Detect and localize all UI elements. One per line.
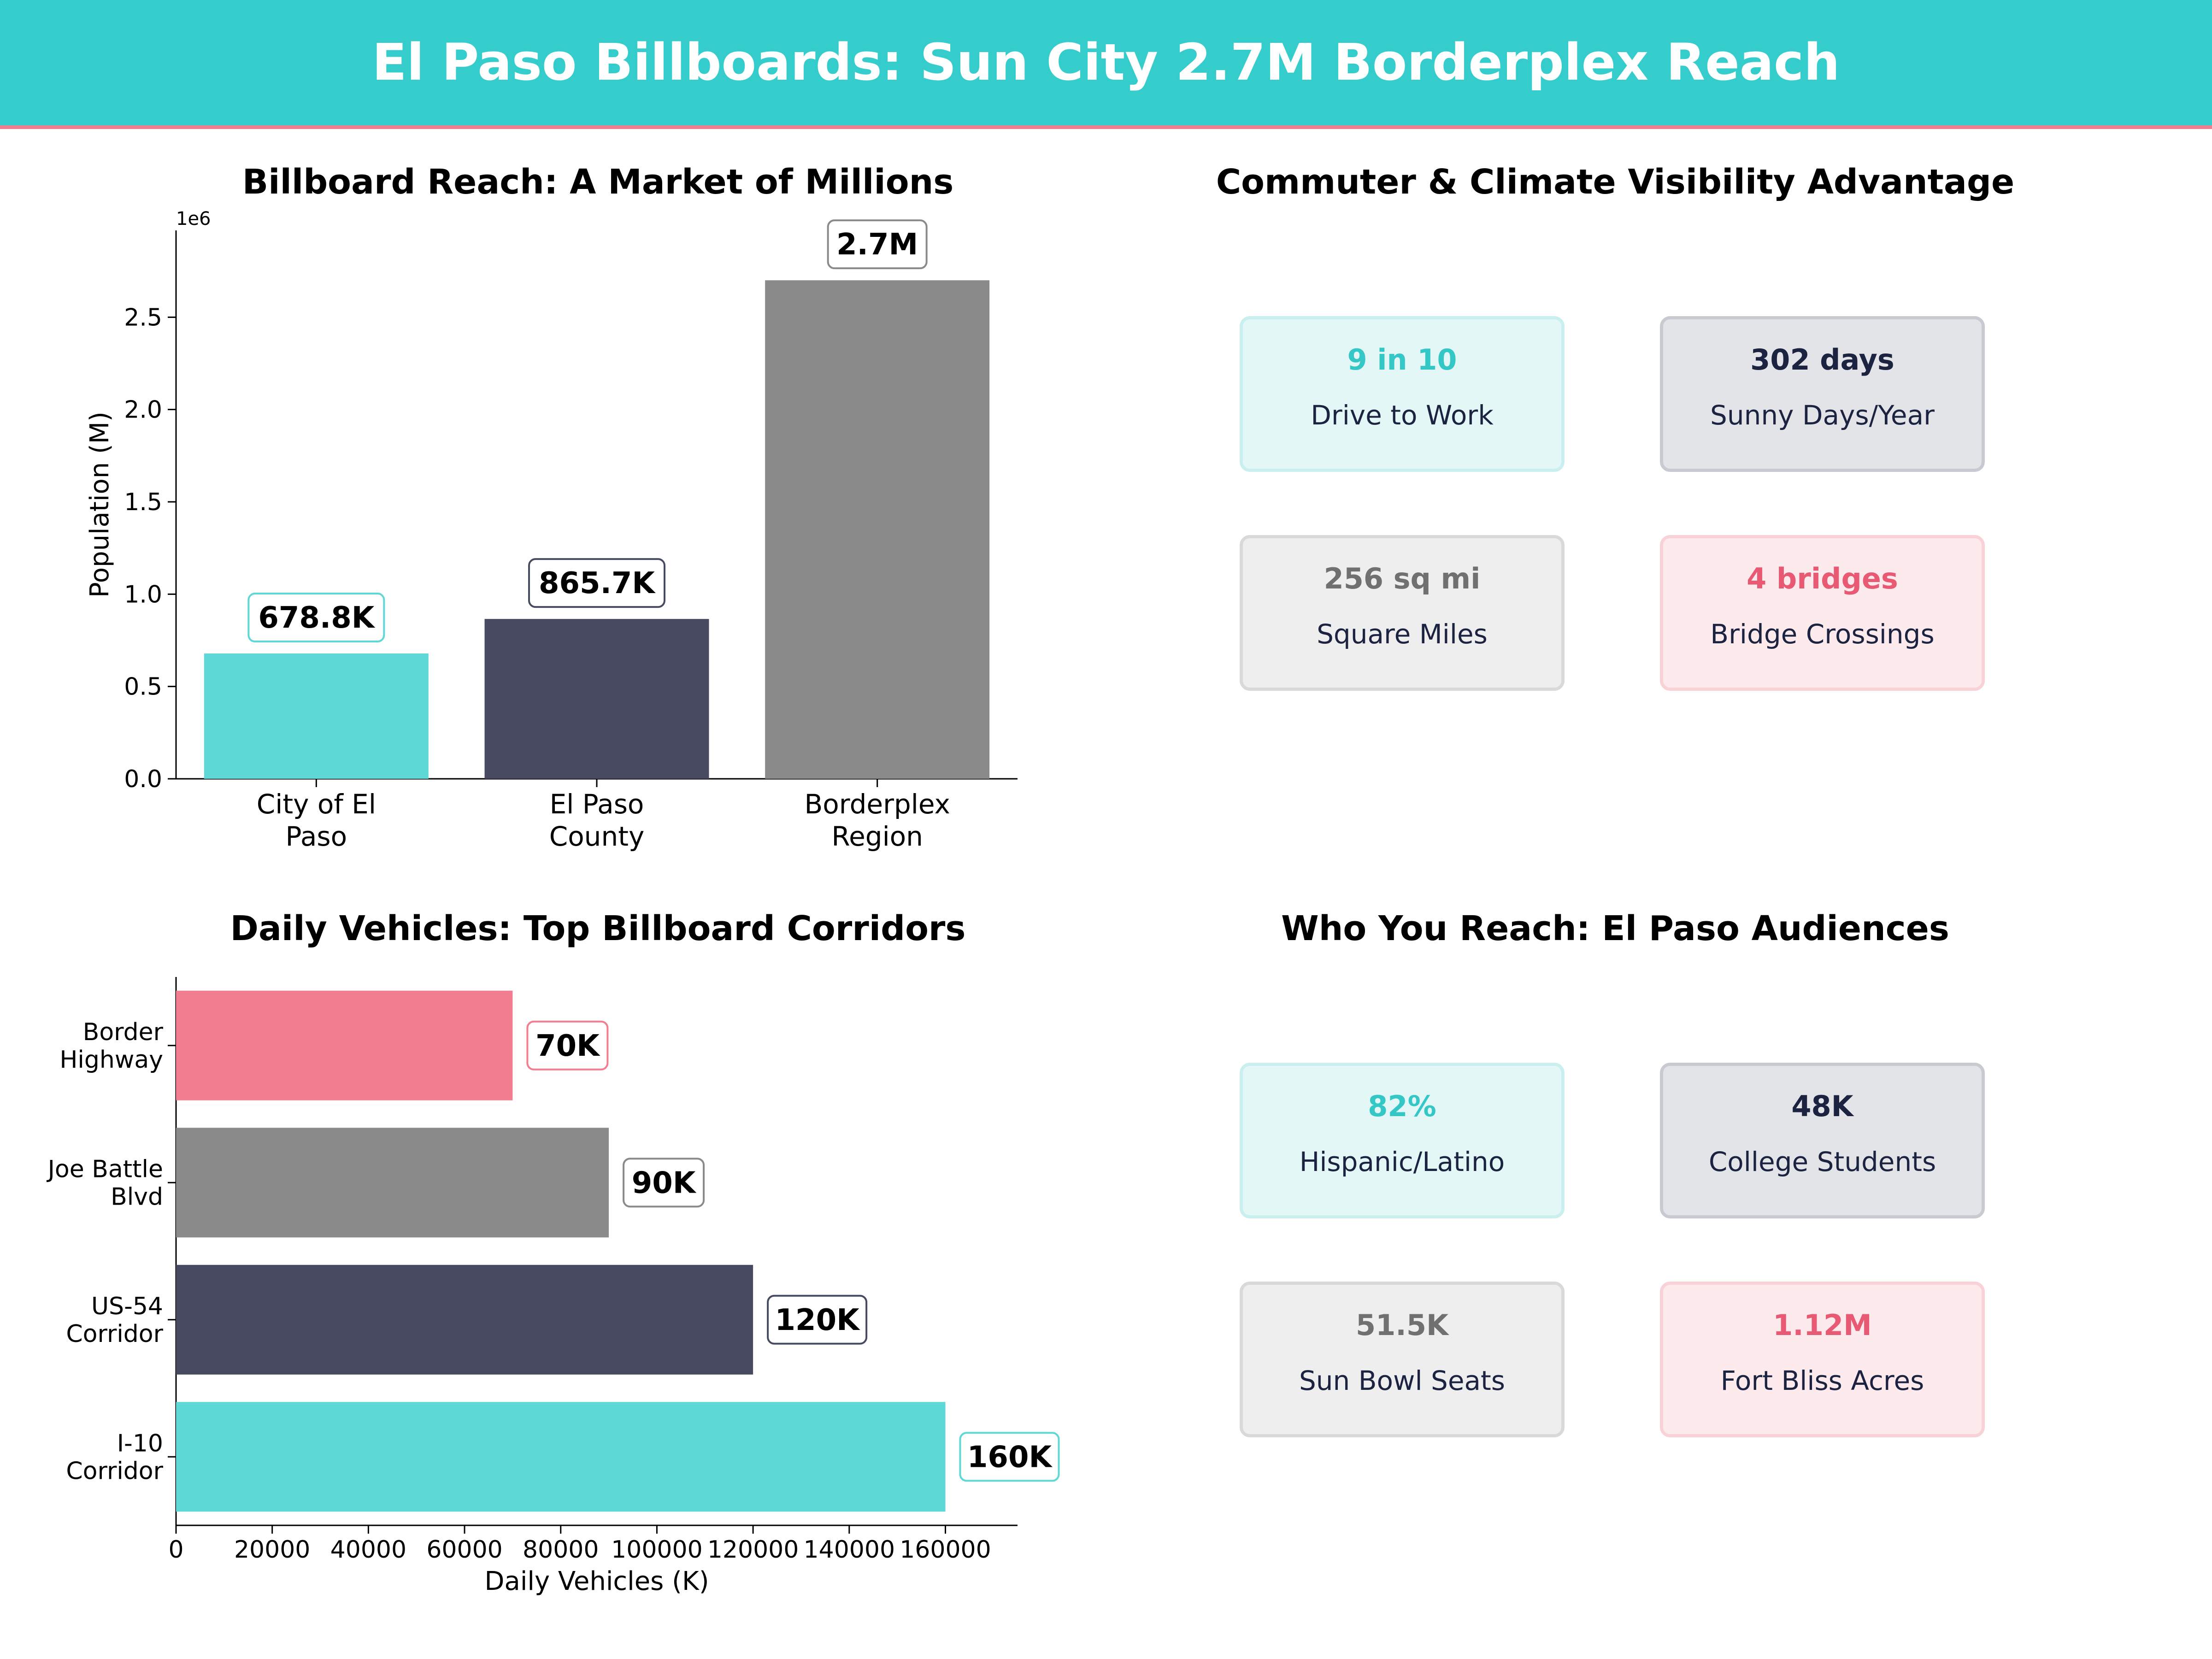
y-tick-label: 2.5 [124,304,162,331]
data-label-0-box [526,1020,609,1071]
x-axis-label: Daily Vehicles (K) [484,1566,709,1596]
data-label-1-box [528,558,665,608]
page-title: El Paso Billboards: Sun City 2.7M Border… [372,33,1840,92]
stat-card-sunny-days: 302 days Sunny Days/Year [1660,316,1985,472]
data-label-0-box [247,593,385,643]
data-label-3: 160K [967,1440,1053,1474]
stat-label: Bridge Crossings [1710,618,1935,650]
stat-value: 1.12M [1773,1308,1872,1342]
data-label-1-box [623,1158,705,1208]
y-tick-label: Highway [59,1046,163,1074]
stat-card-bridge-crossings: 4 bridges Bridge Crossings [1660,535,1985,691]
stat-label: Sunny Days/Year [1710,400,1935,431]
x-tick-label: 80000 [523,1536,599,1564]
header-banner: El Paso Billboards: Sun City 2.7M Border… [0,0,2212,129]
stat-card-fort-bliss-acres: 1.12M Fort Bliss Acres [1660,1282,1985,1437]
stat-card-hispanic-latino: 82% Hispanic/Latino [1240,1063,1565,1218]
population-chart-title: Billboard Reach: A Market of Millions [242,162,954,202]
data-label-0: 678.8K [258,601,375,635]
data-label-2-box [767,1294,868,1345]
stat-label: Fort Bliss Acres [1720,1365,1924,1396]
x-tick-label: County [549,821,645,852]
data-label-2: 2.7M [836,228,918,262]
x-tick-label: 120000 [707,1536,799,1564]
data-label-1: 90K [632,1166,697,1200]
stat-value: 4 bridges [1747,562,1898,595]
bar-2 [765,280,990,779]
y-tick-label: 0.5 [124,673,162,701]
bar-1 [176,1128,609,1238]
y-tick-label: 1.0 [124,581,162,608]
y-tick-label: Corridor [66,1320,163,1348]
y-tick-label: 0.0 [124,765,162,793]
stat-card-drive-to-work: 9 in 10 Drive to Work [1240,316,1565,472]
x-tick-label: 60000 [426,1536,502,1564]
stat-card-square-miles: 256 sq mi Square Miles [1240,535,1565,691]
audience-panel-title: Who You Reach: El Paso Audiences [1281,909,1949,948]
data-label-1: 865.7K [539,566,656,600]
stat-card-college-students: 48K College Students [1660,1063,1985,1218]
y-tick-label: I-10 [117,1430,163,1457]
y-axis-label: Population (M) [85,412,115,598]
y-axis-scale-note: 1e6 [176,208,211,229]
x-tick-label: Region [831,821,923,852]
stat-value: 82% [1368,1089,1436,1123]
stat-value: 51.5K [1355,1308,1448,1342]
bar-0 [204,653,429,779]
stat-label: College Students [1708,1146,1936,1177]
stat-label: Square Miles [1317,618,1488,650]
data-label-2: 120K [775,1303,861,1337]
x-tick-label: 0 [168,1536,183,1564]
stat-label: Sun Bowl Seats [1299,1365,1506,1396]
data-label-2-box [827,219,928,270]
y-tick-label: 1.5 [124,488,162,516]
stat-value: 256 sq mi [1324,562,1481,595]
y-tick-label: 2.0 [124,396,162,424]
y-tick-label: Blvd [111,1183,163,1211]
y-tick-label: US-54 [91,1293,163,1320]
y-tick-label: Corridor [66,1457,163,1485]
x-tick-label: 40000 [330,1536,406,1564]
data-label-3-box [959,1432,1060,1482]
y-tick-label: Border [83,1018,164,1046]
x-tick-label: Borderplex [804,788,950,820]
x-tick-label: 160000 [900,1536,991,1564]
stat-value: 48K [1791,1089,1853,1123]
bar-2 [176,1265,753,1375]
x-tick-label: 20000 [234,1536,310,1564]
data-label-0: 70K [535,1029,600,1063]
x-tick-label: 140000 [804,1536,895,1564]
x-tick-label: El Paso [550,788,644,820]
stat-card-sun-bowl-seats: 51.5K Sun Bowl Seats [1240,1282,1565,1437]
bar-1 [484,619,709,779]
bar-0 [176,990,513,1100]
vehicles-chart-title: Daily Vehicles: Top Billboard Corridors [230,909,966,948]
stat-label: Hispanic/Latino [1299,1146,1505,1177]
commuter-panel-title: Commuter & Climate Visibility Advantage [1216,162,2015,202]
y-tick-label: Joe Battle [47,1155,163,1183]
x-tick-label: 100000 [611,1536,703,1564]
bar-3 [176,1402,946,1512]
x-tick-label: Paso [286,821,347,852]
x-tick-label: City of El [257,788,376,820]
stat-value: 302 days [1750,343,1894,377]
stat-label: Drive to Work [1311,400,1494,431]
stat-value: 9 in 10 [1347,343,1457,377]
